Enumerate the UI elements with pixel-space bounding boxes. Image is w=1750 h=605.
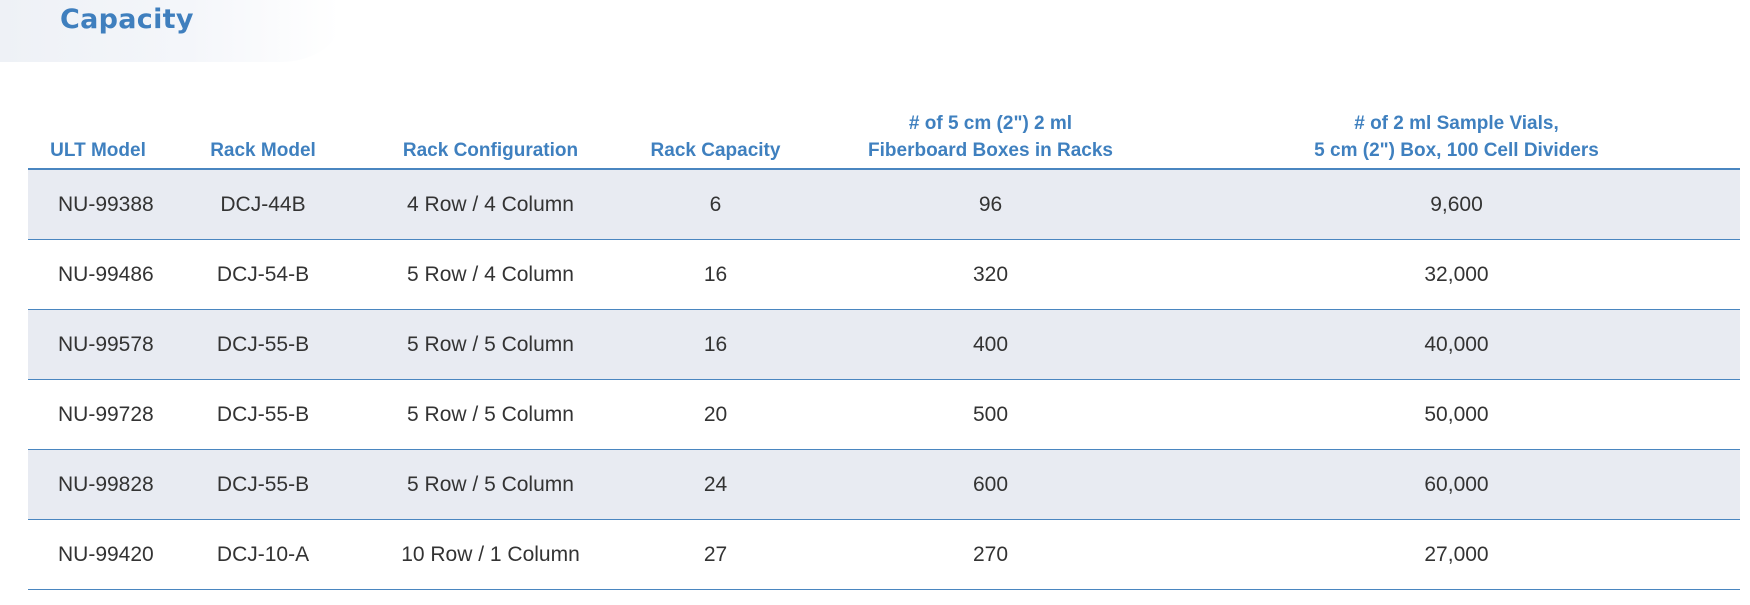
cell-rack-capacity: 16 (623, 309, 808, 380)
header-fiberboard-boxes: # of 5 cm (2") 2 ml Fiberboard Boxes in … (808, 86, 1173, 170)
cell-rack-configuration: 5 Row / 5 Column (358, 309, 623, 380)
cell-fiberboard-boxes: 400 (808, 309, 1173, 380)
header-line: # of 5 cm (2") 2 ml (908, 113, 1073, 134)
cell-fiberboard-boxes: 600 (808, 449, 1173, 520)
cell-sample-vials: 27,000 (1173, 519, 1740, 590)
table-row: NU-99578 DCJ-55-B 5 Row / 5 Column 16 40… (28, 309, 1740, 380)
header-rack-capacity: Rack Capacity (623, 86, 808, 170)
cell-rack-capacity: 27 (623, 519, 808, 590)
cell-rack-capacity: 6 (623, 169, 808, 240)
cell-rack-model: DCJ-44B (168, 169, 358, 240)
cell-fiberboard-boxes: 500 (808, 379, 1173, 450)
cell-rack-configuration: 4 Row / 4 Column (358, 169, 623, 240)
header-line: # of 2 ml Sample Vials, (1354, 113, 1559, 134)
cell-fiberboard-boxes: 320 (808, 239, 1173, 310)
header-line: Rack Configuration (402, 140, 579, 161)
header-line: 5 cm (2") Box, 100 Cell Dividers (1314, 140, 1599, 161)
cell-sample-vials: 40,000 (1173, 309, 1740, 380)
cell-rack-model: DCJ-55-B (168, 379, 358, 450)
cell-rack-model: DCJ-55-B (168, 309, 358, 380)
header-ult-model: ULT Model (28, 86, 168, 170)
page-title: Capacity (60, 4, 194, 35)
cell-fiberboard-boxes: 270 (808, 519, 1173, 590)
cell-rack-configuration: 5 Row / 5 Column (358, 379, 623, 450)
cell-rack-model: DCJ-54-B (168, 239, 358, 310)
cell-sample-vials: 9,600 (1173, 169, 1740, 240)
cell-ult-model: NU-99486 (28, 239, 168, 310)
table-row: NU-99420 DCJ-10-A 10 Row / 1 Column 27 2… (28, 519, 1740, 590)
header-line: ULT Model (50, 140, 146, 161)
table-row: NU-99486 DCJ-54-B 5 Row / 4 Column 16 32… (28, 239, 1740, 310)
cell-sample-vials: 50,000 (1173, 379, 1740, 450)
table-row: NU-99828 DCJ-55-B 5 Row / 5 Column 24 60… (28, 449, 1740, 520)
header-sample-vials: # of 2 ml Sample Vials, 5 cm (2") Box, 1… (1173, 86, 1740, 170)
header-line: Fiberboard Boxes in Racks (868, 140, 1113, 161)
table-row: NU-99388 DCJ-44B 4 Row / 4 Column 6 96 9… (28, 169, 1740, 240)
cell-ult-model: NU-99728 (28, 379, 168, 450)
cell-rack-configuration: 10 Row / 1 Column (358, 519, 623, 590)
cell-fiberboard-boxes: 96 (808, 169, 1173, 240)
title-banner (0, 0, 340, 62)
cell-sample-vials: 60,000 (1173, 449, 1740, 520)
header-rack-configuration: Rack Configuration (358, 86, 623, 170)
cell-rack-configuration: 5 Row / 4 Column (358, 239, 623, 310)
cell-ult-model: NU-99388 (28, 169, 168, 240)
cell-rack-capacity: 20 (623, 379, 808, 450)
header-line: Rack Capacity (650, 140, 781, 161)
cell-rack-model: DCJ-10-A (168, 519, 358, 590)
table-row: NU-99728 DCJ-55-B 5 Row / 5 Column 20 50… (28, 379, 1740, 450)
header-line: Rack Model (210, 140, 316, 161)
cell-ult-model: NU-99578 (28, 309, 168, 380)
capacity-table: ULT Model Rack Model Rack Configuration … (28, 86, 1740, 590)
table-header-row: ULT Model Rack Model Rack Configuration … (28, 86, 1740, 170)
cell-sample-vials: 32,000 (1173, 239, 1740, 310)
cell-ult-model: NU-99420 (28, 519, 168, 590)
cell-rack-capacity: 24 (623, 449, 808, 520)
cell-ult-model: NU-99828 (28, 449, 168, 520)
cell-rack-configuration: 5 Row / 5 Column (358, 449, 623, 520)
cell-rack-model: DCJ-55-B (168, 449, 358, 520)
cell-rack-capacity: 16 (623, 239, 808, 310)
header-rack-model: Rack Model (168, 86, 358, 170)
